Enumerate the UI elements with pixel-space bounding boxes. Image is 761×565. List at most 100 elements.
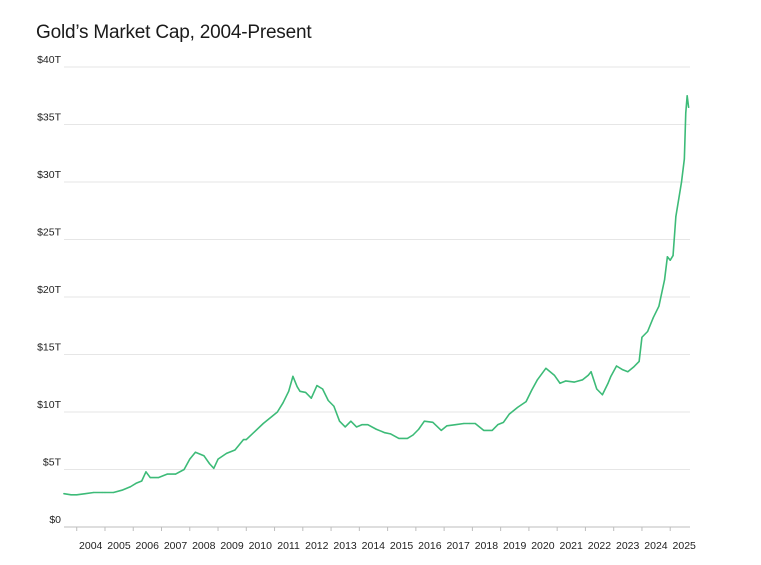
y-tick-label: $0	[49, 514, 61, 526]
data-point	[652, 317, 654, 319]
x-tick-label: 2016	[418, 540, 442, 552]
data-point	[384, 432, 386, 434]
x-tick-label: 2005	[107, 540, 131, 552]
data-point	[225, 452, 228, 454]
data-point	[203, 455, 205, 457]
data-point	[680, 181, 683, 183]
data-point	[497, 424, 499, 426]
data-point	[93, 491, 95, 494]
data-point	[454, 424, 457, 426]
data-point	[158, 476, 160, 479]
y-tick-label: $5T	[43, 457, 62, 469]
data-point	[474, 422, 476, 425]
x-tick-label: 2011	[277, 540, 300, 552]
data-point	[627, 371, 629, 373]
data-point	[525, 401, 527, 403]
y-tick-label: $15T	[37, 342, 62, 354]
data-point	[536, 379, 538, 381]
data-point	[491, 429, 493, 431]
x-tick-label: 2024	[644, 540, 668, 552]
data-point	[194, 451, 197, 453]
x-tick-label: 2025	[673, 540, 697, 552]
x-axis: 2004 2005 2006 2007 2008 2009 2010 2011 2012 2013…	[76, 527, 697, 552]
y-tick-label: $20T	[37, 284, 62, 296]
data-point	[672, 255, 674, 257]
data-point	[517, 406, 519, 408]
data-point	[296, 386, 298, 388]
x-tick-label: 2006	[136, 540, 160, 552]
data-point	[322, 388, 324, 390]
x-tick-label: 2022	[588, 540, 612, 552]
data-point	[418, 428, 420, 430]
data-point	[590, 371, 592, 373]
data-point	[262, 422, 264, 425]
chart-title: Gold’s Market Cap, 2004-Present	[36, 22, 312, 43]
data-point	[310, 397, 312, 399]
data-point	[361, 424, 363, 426]
data-point	[350, 420, 352, 422]
data-point	[663, 279, 666, 281]
data-point	[189, 458, 191, 460]
x-tick-label: 2004	[79, 540, 103, 552]
data-point	[305, 391, 307, 394]
x-tick-label: 2018	[475, 540, 499, 552]
data-point	[683, 158, 685, 160]
data-point	[70, 494, 72, 496]
data-point	[446, 425, 448, 427]
data-point	[367, 424, 369, 426]
data-point	[621, 368, 623, 371]
data-point	[669, 259, 671, 261]
data-point	[412, 434, 414, 436]
data-point	[638, 360, 640, 362]
data-point	[463, 422, 465, 425]
data-point	[276, 411, 278, 413]
x-tick-label: 2021	[559, 540, 583, 552]
x-tick-label: 2014	[362, 540, 386, 552]
data-point	[129, 486, 132, 488]
data-point	[63, 493, 65, 495]
x-tick-label: 2020	[531, 540, 555, 552]
data-point	[596, 388, 598, 390]
data-point	[166, 473, 168, 475]
data-point	[398, 437, 400, 440]
data-point	[641, 336, 643, 338]
data-point	[531, 389, 533, 391]
data-point	[675, 215, 677, 218]
data-point	[632, 366, 635, 368]
data-point	[242, 439, 245, 441]
x-tick-label: 2010	[249, 540, 273, 552]
data-point	[545, 367, 547, 369]
data-point	[333, 405, 335, 407]
data-point	[432, 421, 434, 423]
data-point	[316, 384, 318, 387]
data-point	[299, 390, 301, 392]
data-point	[685, 112, 687, 114]
x-tick-label: 2007	[164, 540, 188, 552]
data-point	[615, 365, 618, 367]
data-point	[217, 458, 219, 460]
data-point	[687, 106, 690, 108]
y-tick-label: $40T	[37, 54, 62, 66]
gridlines	[64, 66, 690, 528]
data-point	[135, 482, 137, 484]
data-point	[573, 381, 575, 383]
data-point	[149, 476, 151, 479]
data-point	[508, 413, 510, 415]
data-point	[344, 426, 346, 428]
gold-market-cap-line	[63, 94, 690, 496]
x-tick-label: 2023	[616, 540, 640, 552]
y-tick-label: $10T	[37, 399, 62, 411]
data-point	[389, 433, 392, 435]
data-point	[288, 390, 290, 392]
data-point	[666, 256, 668, 258]
data-point	[582, 379, 584, 381]
data-point	[565, 380, 567, 382]
y-tick-label: $35T	[37, 112, 62, 124]
data-point	[423, 420, 425, 422]
data-point	[104, 491, 106, 494]
data-point	[327, 399, 329, 402]
y-tick-label: $30T	[37, 169, 62, 181]
series-layer	[63, 94, 690, 496]
data-point	[282, 402, 284, 404]
